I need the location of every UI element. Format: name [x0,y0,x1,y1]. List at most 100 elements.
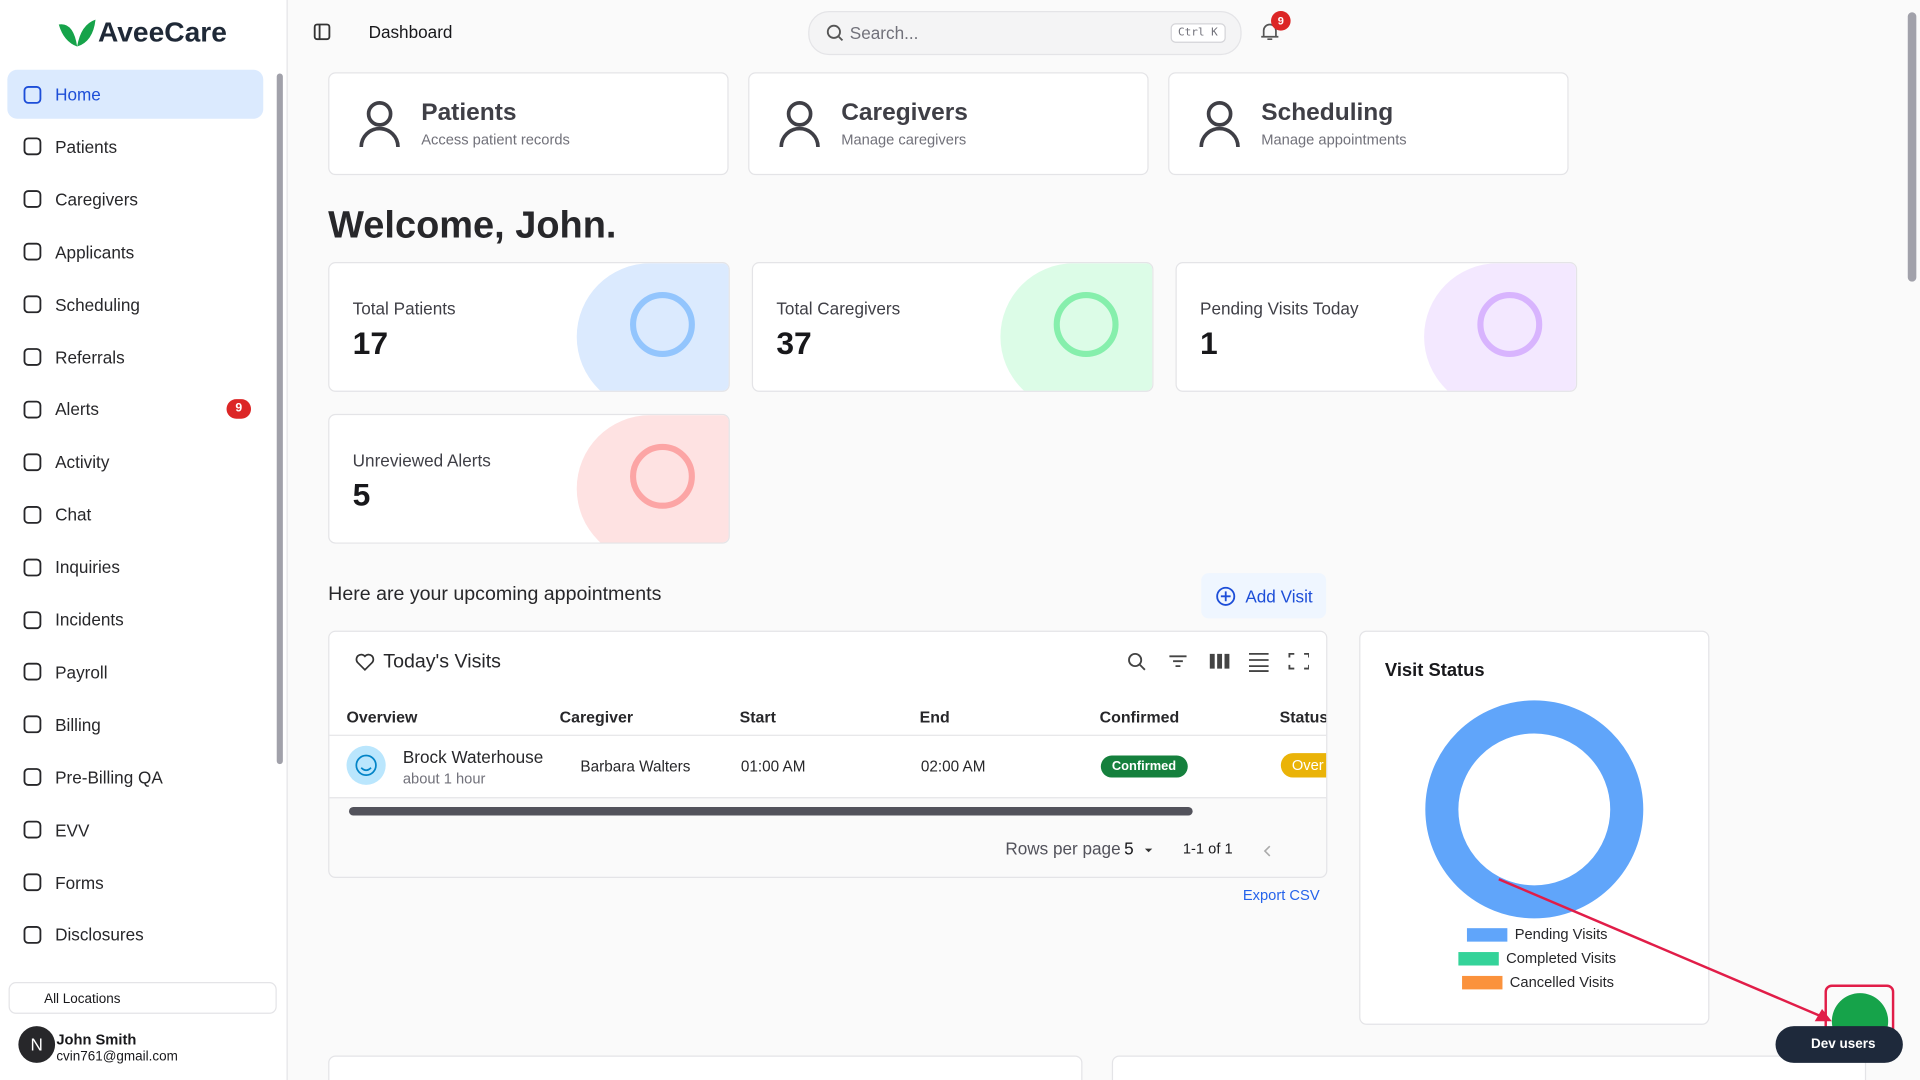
quick-title: Caregivers [841,99,968,127]
visits-table: Today's Visits Brock Waterhouse about 1 … [328,630,1328,878]
h-scrollbar[interactable] [348,806,1193,816]
legend-label: Completed Visits [1506,951,1616,967]
column-header[interactable]: Caregiver [559,707,634,727]
status-chip: Over [1280,753,1327,778]
stat-tint [1424,263,1576,391]
column-header[interactable]: Confirmed [1099,707,1180,727]
start: 01:00 AM [740,757,806,776]
legend-swatch [1462,975,1503,990]
sidebar: AveeCare Home Patients Caregivers Applicant… [0,0,288,1080]
nav-item[interactable]: Caregivers [7,175,263,224]
rows-per-page[interactable]: 5 [1124,838,1134,859]
nav-label: Home [55,84,101,105]
quick-link[interactable]: Caregivers Manage caregivers [748,72,1149,176]
add-visit[interactable]: Add Visit [1201,573,1327,619]
legend-label: Cancelled Visits [1510,975,1614,991]
patient-name: Brock Waterhouse [402,746,544,767]
nav-label: Incidents [55,609,124,630]
stat-label: Total Caregivers [776,298,901,319]
stat-icon [618,288,706,371]
nav-item[interactable]: Pre-Billing QA [7,753,263,802]
nav-label: Patients [55,137,118,157]
quick-subtitle: Manage caregivers [841,131,967,149]
legend-swatch [1466,928,1508,942]
nav-label: EVV [55,819,90,840]
stat-value: 37 [776,324,812,362]
patient-avatar [346,745,386,785]
nav-label: Disclosures [55,924,144,945]
stat-card: Unreviewed Alerts 5 [328,413,730,544]
user-name: John Smith [56,1031,137,1049]
nav-item[interactable]: Billing [7,700,263,749]
nav-label: Applicants [55,242,135,262]
visit-status-card: Visit Status Pending Visits Completed Vis… [1359,630,1710,1025]
nav-item[interactable]: Home [7,69,264,119]
nav-label: Referrals [55,347,125,367]
nav-item[interactable]: Applicants [7,227,263,276]
nav-label: Activity [55,452,110,472]
eta: about 1 hour [402,770,486,788]
chart-title: Visit Status [1384,660,1485,681]
nav-item[interactable]: Forms [7,858,263,907]
confirmed-chip: Confirmed [1100,755,1188,778]
nav-label: Scheduling [55,294,140,315]
nav-item[interactable]: Disclosures [7,910,263,959]
nav-item[interactable]: Alerts 9 [7,385,263,434]
nav-label: Inquiries [55,557,120,577]
column-header[interactable]: Status [1279,707,1328,727]
column-header[interactable]: Overview [346,707,418,727]
table-title: Today's Visits [383,651,501,673]
nav-label: Forms [55,872,104,893]
donut-slice [1425,700,1644,919]
nav-item[interactable]: Inquiries [7,543,263,592]
column-header[interactable]: End [919,707,950,727]
rows-per-page-label: Rows per page [1005,838,1121,859]
stat-card: Total Patients 17 [328,262,730,392]
page-title: Dashboard [368,22,453,42]
nav-item[interactable]: Chat [7,490,263,539]
logo [58,19,96,47]
stat-value: 1 [1200,324,1218,362]
quick-link[interactable]: Patients Access patient records [328,72,729,176]
nav-item[interactable]: Scheduling [7,280,263,329]
nav-item[interactable]: Payroll [7,648,263,697]
stat-tint [1000,263,1153,391]
nav-label: Billing [55,714,101,735]
search-placeholder: Search... [849,23,919,43]
appointments-heading: Here are your upcoming appointments [328,584,662,605]
stat-card: Total Caregivers 37 [751,262,1154,392]
nav-item[interactable]: Activity [7,438,263,487]
add-visit-label: Add Visit [1245,586,1313,607]
page-range: 1-1 of 1 [1182,840,1233,858]
column-header[interactable]: Start [739,707,776,727]
table-tools[interactable] [1125,650,1309,672]
quick-subtitle: Access patient records [421,131,570,149]
nav-item[interactable]: Patients [7,122,263,171]
quick-link[interactable]: Scheduling Manage appointments [1168,72,1569,176]
welcome: Welcome, John. [328,203,617,247]
bell[interactable] [1260,22,1280,42]
sidebar-toggle[interactable] [313,23,331,41]
dev-users[interactable]: Dev users [1775,1026,1903,1063]
nav-item[interactable]: Referrals [7,332,263,381]
notification-badge: 9 [1271,11,1291,31]
donut-chart: Pending Visits Completed Visits Cancelled … [1425,700,1644,991]
location-select[interactable]: All Locations [8,982,277,1014]
nav-item[interactable]: Incidents [7,595,263,644]
export-csv[interactable]: Export CSV [1242,886,1320,904]
search[interactable]: Search... Ctrl K [808,11,1242,56]
dev-users-label: Dev users [1811,1037,1876,1052]
quick-title: Scheduling [1261,99,1394,127]
end: 02:00 AM [920,757,986,776]
brand: AveeCare [97,15,227,48]
stat-value: 5 [352,476,371,514]
nav-badge: 9 [226,399,252,420]
nav-label: Pre-Billing QA [55,767,163,787]
stat-tint [576,263,729,391]
avatar[interactable]: N [18,1026,56,1063]
stat-label: Pending Visits Today [1200,298,1359,319]
nav-item[interactable]: EVV [7,805,263,854]
stat-icon [1042,288,1130,371]
user-email: cvin761@gmail.com [56,1049,178,1065]
